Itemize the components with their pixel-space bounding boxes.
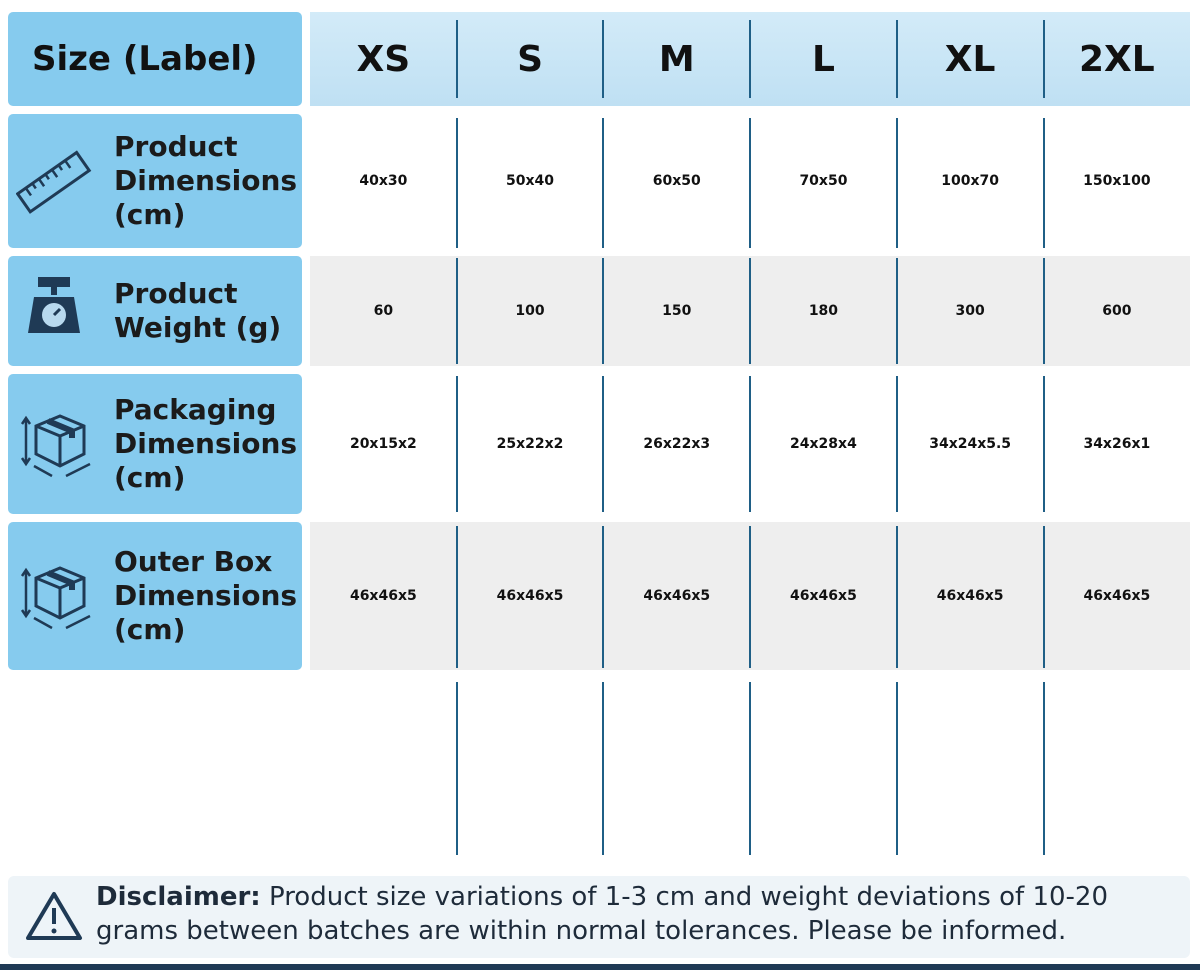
column-divider [895, 376, 898, 512]
label-line: Dimensions [114, 427, 298, 460]
column-divider [455, 682, 458, 855]
size-header: 2XL [1078, 38, 1155, 80]
column-divider [1042, 118, 1045, 248]
bottom-bar [0, 964, 1200, 970]
value-cell: 46x46x5 [643, 588, 711, 604]
value-cell: 20x15x2 [349, 436, 417, 452]
label-line: Dimensions [114, 579, 298, 612]
value-cell: 70x50 [799, 173, 848, 189]
column-divider [749, 526, 752, 668]
value-cell: 600 [1102, 303, 1132, 319]
label-line: (cm) [114, 461, 186, 494]
value-cell: 100 [515, 303, 545, 319]
column-divider [602, 682, 605, 855]
size-header: XS [356, 38, 411, 80]
row-label: Packaging Dimensions (cm) [114, 374, 300, 514]
value-cell: 150x100 [1083, 173, 1151, 189]
value-cell: 60x50 [652, 173, 701, 189]
column-divider [602, 376, 605, 512]
value-cell: 34x24x5.5 [929, 436, 1012, 452]
value-cell: 25x22x2 [496, 436, 564, 452]
row-icon [16, 150, 92, 214]
header-label-cell: Size (Label) [8, 12, 302, 106]
label-line: (cm) [114, 198, 186, 231]
column-divider [1042, 20, 1045, 98]
size-header: S [517, 38, 543, 80]
value-cell: 24x28x4 [790, 436, 857, 452]
row-label: Product Dimensions (cm) [114, 114, 300, 248]
disclaimer-box [8, 876, 1190, 958]
column-divider [749, 118, 752, 248]
value-cell: 26x22x3 [643, 436, 711, 452]
column-divider [1042, 258, 1045, 364]
value-cell: 46x46x5 [936, 588, 1004, 604]
column-divider [895, 20, 898, 98]
column-divider [602, 526, 605, 668]
row-icon [20, 414, 91, 478]
column-divider [455, 258, 458, 364]
value-cell: 46x46x5 [1083, 588, 1151, 604]
column-divider [602, 258, 605, 364]
size-header: L [811, 38, 835, 80]
label-line: Outer Box [114, 545, 273, 578]
column-divider [1042, 526, 1045, 668]
column-divider [749, 376, 752, 512]
size-header: XL [944, 38, 996, 80]
column-divider [602, 118, 605, 248]
size-header: M [658, 38, 695, 80]
column-divider [455, 20, 458, 98]
column-divider [749, 20, 752, 98]
column-divider [895, 526, 898, 668]
column-divider [895, 118, 898, 248]
label-line: Dimensions [114, 164, 298, 197]
label-line: Weight (g) [114, 311, 282, 344]
label-line: Product [114, 277, 238, 310]
value-cell: 40x30 [359, 173, 408, 189]
column-divider [455, 118, 458, 248]
row-label: Outer Box Dimensions (cm) [114, 522, 300, 670]
column-divider [602, 20, 605, 98]
warning-icon [26, 892, 82, 940]
column-divider [1042, 376, 1045, 512]
column-divider [1042, 682, 1045, 855]
column-divider [455, 376, 458, 512]
label-line: Product [114, 130, 238, 163]
value-cell: 150 [662, 303, 692, 319]
value-cell: 100x70 [941, 173, 1000, 189]
column-divider [895, 682, 898, 855]
row-label: Product Weight (g) [114, 256, 300, 366]
row-label-cell [8, 522, 302, 670]
row-icon [28, 277, 80, 333]
value-cell: 60 [373, 303, 394, 319]
value-cell: 300 [955, 303, 985, 319]
row-label-cell [8, 374, 302, 514]
row-label-cell [8, 114, 302, 248]
value-cell: 46x46x5 [790, 588, 857, 604]
column-divider [895, 258, 898, 364]
column-divider [455, 526, 458, 668]
value-cell: 34x26x1 [1083, 436, 1151, 452]
disclaimer-title: Disclaimer: [96, 882, 261, 912]
row-icon [20, 566, 91, 630]
value-cell: 46x46x5 [349, 588, 417, 604]
value-cell: 50x40 [506, 173, 555, 189]
column-divider [749, 258, 752, 364]
value-cell: 180 [808, 303, 839, 319]
column-divider [749, 682, 752, 855]
label-line: Packaging [114, 393, 277, 426]
value-cell: 46x46x5 [496, 588, 564, 604]
label-line: (cm) [114, 613, 186, 646]
disclaimer-text: Disclaimer: Product size variations of 1… [96, 880, 1176, 948]
disclaimer-body: Product size variations of 1-3 cm and we… [96, 882, 1108, 946]
